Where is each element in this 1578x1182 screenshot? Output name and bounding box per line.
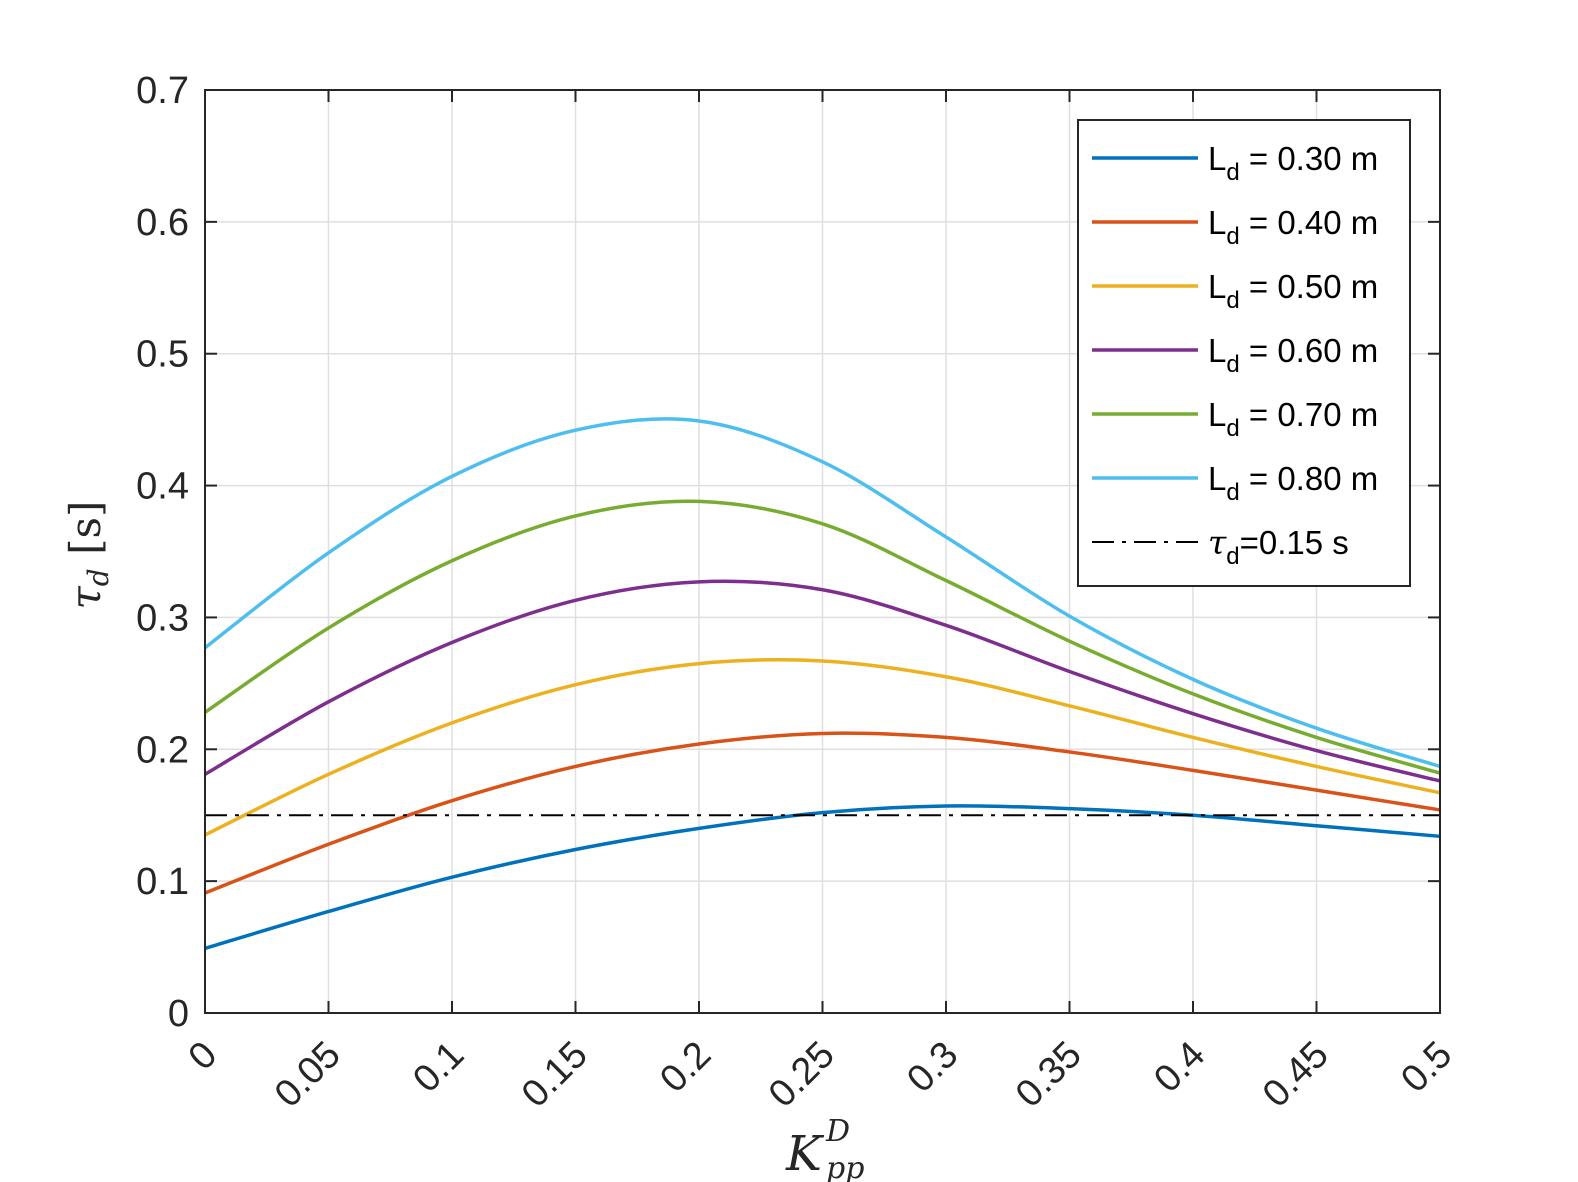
y-tick-label: 0.5 [136, 334, 189, 376]
y-axis-label-sub: d [82, 568, 115, 586]
y-axis-label-unit: [s] [61, 501, 110, 555]
y-tick-label: 0.3 [136, 597, 189, 639]
y-axis-label: τd [s] [61, 501, 115, 610]
y-axis-label-base: τ [61, 585, 110, 609]
y-tick-label: 0.1 [136, 861, 189, 903]
legend: Ld = 0.30 m Ld = 0.40 m Ld = 0.50 m Ld = 0.… [1077, 119, 1411, 587]
series-lines [203, 417, 1441, 951]
y-tick-label: 0.4 [136, 466, 189, 508]
legend-entry: Ld = 0.30 m [1208, 140, 1378, 186]
y-tick-label: 0.2 [136, 729, 189, 771]
y-tick-label: 0.7 [136, 70, 189, 112]
svg-text:τd [s]: τd [s] [61, 501, 115, 610]
legend-box [1077, 119, 1411, 587]
legend-entry: Ld = 0.60 m [1208, 332, 1378, 378]
y-tick-label: 0.6 [136, 202, 189, 244]
series-line-5 [204, 499, 1441, 775]
x-axis-label-sub: pp [826, 1151, 864, 1182]
legend-entry: Ld = 0.50 m [1208, 268, 1378, 314]
series-line-6 [203, 417, 1441, 769]
series-line-2 [204, 731, 1441, 895]
x-axis-label: K D pp [785, 1114, 864, 1182]
legend-entry: τd=0.15 s [1208, 523, 1349, 570]
legend-entry: Ld = 0.80 m [1208, 460, 1378, 506]
legend-entry: Ld = 0.40 m [1208, 204, 1378, 250]
series-line-3 [204, 658, 1441, 837]
x-axis-label-base: K [785, 1126, 825, 1182]
legend-entry: Ld = 0.70 m [1208, 396, 1378, 442]
series-line-1 [204, 804, 1441, 951]
x-axis-label-sup: D [825, 1114, 850, 1149]
axes-box [204, 89, 1441, 1014]
y-tick-label: 0 [168, 993, 189, 1035]
y-tick-labels: 0 0.1 0.2 0.3 0.4 0.5 0.6 0.7 [136, 70, 189, 1035]
series-line-4 [204, 579, 1441, 783]
